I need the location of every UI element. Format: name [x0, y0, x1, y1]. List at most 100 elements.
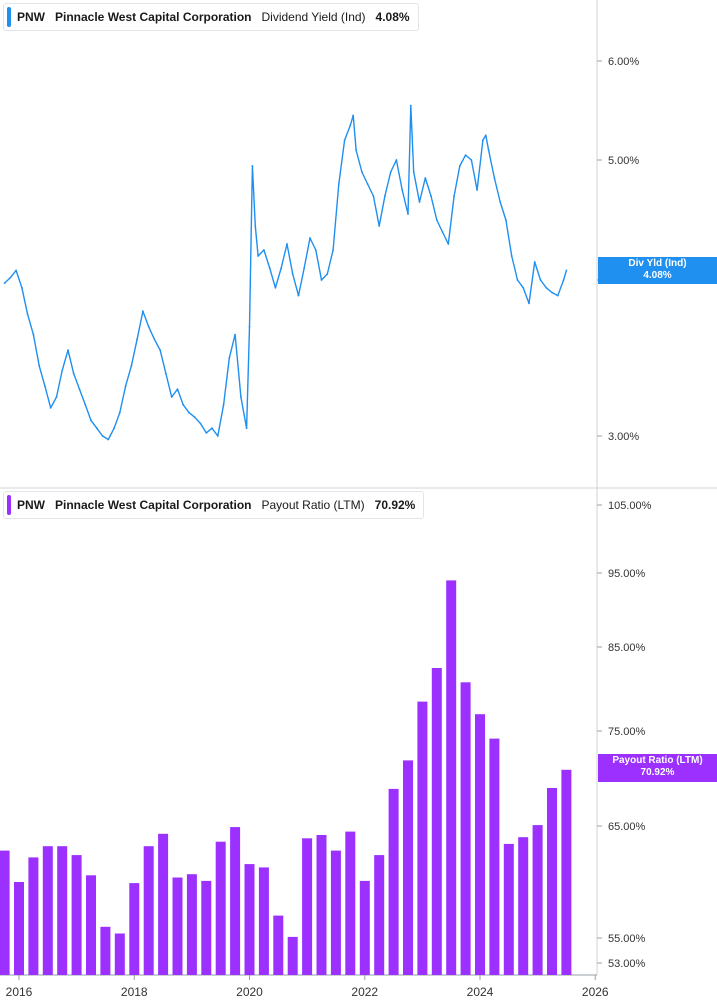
dividend-yield-point	[343, 139, 346, 142]
dividend-yield-point	[3, 282, 6, 284]
y-tick-label: 3.00%	[608, 431, 639, 443]
dividend-yield-point	[263, 249, 265, 251]
dividend-yield-point	[366, 183, 369, 185]
payout-ratio-bar	[503, 843, 514, 975]
top-y-axis: 3.00%4.00%5.00%6.00%	[597, 56, 639, 443]
payout-ratio-bar	[215, 841, 226, 975]
dividend-yield-point	[378, 225, 381, 227]
flag-label: Div Yld (Ind)	[628, 258, 687, 269]
payout-ratio-bar	[71, 855, 82, 975]
dividend-yield-point	[61, 369, 64, 372]
dividend-yield-point	[565, 269, 568, 272]
dividend-yield-point	[499, 201, 502, 203]
payout-ratio-bar	[114, 933, 125, 975]
dividend-yield-point	[430, 195, 432, 197]
dividend-yield-point	[72, 372, 75, 375]
dividend-yield-point	[355, 149, 357, 152]
x-tick-label: 2020	[236, 985, 263, 999]
payout-ratio-bar	[489, 738, 500, 975]
dividend-yield-point	[551, 291, 553, 294]
dividend-yield-point	[314, 249, 317, 251]
flag-value: 4.08%	[643, 270, 672, 281]
flag-value: 70.92%	[640, 767, 675, 778]
dividend-yield-point	[407, 213, 409, 215]
payout-ratio-flag: Payout Ratio (LTM) 70.92%	[598, 754, 717, 782]
y-tick-label: 65.00%	[608, 821, 646, 833]
legend-swatch-icon	[7, 495, 11, 515]
payout-ratio-bar	[460, 682, 471, 975]
dividend-yield-point	[484, 134, 487, 137]
dividend-yield-point	[182, 403, 185, 406]
payout-ratio-bars	[0, 580, 572, 975]
dividend-yield-point	[556, 294, 559, 297]
dividend-yield-point	[257, 255, 259, 257]
dividend-yield-point	[142, 310, 144, 313]
y-tick-label: 95.00%	[608, 568, 646, 580]
payout-ratio-bar	[129, 883, 140, 975]
dividend-yield-point	[435, 219, 438, 221]
payout-ratio-bar	[561, 769, 572, 975]
payout-ratio-bar	[186, 874, 197, 975]
payout-ratio-bar	[475, 714, 485, 975]
dividend-yield-point	[401, 189, 404, 191]
dividend-yield-point	[234, 333, 237, 336]
dividend-yield-point	[176, 388, 179, 391]
dividend-yield-point	[389, 171, 392, 173]
payout-ratio-bar	[359, 880, 370, 975]
dividend-yield-point	[562, 279, 565, 281]
dividend-yield-point	[136, 338, 139, 341]
dividend-yield-point	[482, 139, 484, 142]
payout-ratio-bar	[403, 760, 413, 975]
dividend-yield-point	[199, 422, 202, 425]
payout-ratio-bar	[86, 875, 96, 975]
legend-swatch-icon	[7, 7, 11, 27]
payout-ratio-bar	[244, 864, 255, 975]
dividend-yield-point	[222, 403, 225, 406]
dividend-yield-point	[522, 286, 525, 289]
legend-metric: Dividend Yield (Ind)	[261, 10, 366, 24]
payout-ratio-bar	[28, 857, 39, 975]
dividend-yield-flag: Div Yld (Ind) 4.08%	[598, 257, 717, 284]
payout-ratio-bar	[417, 701, 428, 975]
dividend-yield-point	[211, 427, 213, 430]
dividend-yield-point	[240, 396, 242, 398]
dividend-yield-point	[424, 177, 427, 179]
dividend-yield-point	[113, 427, 115, 430]
dividend-yield-series	[3, 104, 568, 441]
payout-ratio-bar	[201, 880, 212, 975]
dividend-yield-point	[228, 357, 231, 359]
bottom-y-axis: 53.00% 55.00% 65.00% 75.00% 85.00% 95.00% 105.…	[597, 500, 652, 970]
dividend-yield-point	[84, 403, 87, 406]
payout-ratio-bar	[287, 936, 298, 975]
dividend-yield-point	[464, 154, 467, 157]
dividend-yield-point	[245, 427, 248, 430]
dividend-yield-point	[545, 286, 548, 289]
dividend-yield-point	[170, 396, 173, 398]
dividend-yield-point	[412, 171, 415, 173]
legend-ticker: PNW	[17, 498, 45, 512]
bottom-legend[interactable]: PNW Pinnacle West Capital Corporation Pa…	[3, 491, 425, 519]
payout-ratio-bar	[42, 846, 53, 975]
dividend-yield-point	[320, 279, 323, 281]
dividend-yield-point	[78, 388, 81, 391]
y-tick-label: 105.00%	[608, 500, 652, 512]
y-tick-label: 55.00%	[608, 933, 646, 945]
dividend-yield-point	[44, 385, 46, 387]
dividend-yield-line	[4, 104, 568, 441]
payout-ratio-bar	[57, 846, 68, 975]
dividend-yield-point	[539, 279, 542, 281]
dividend-yield-point	[55, 396, 58, 398]
top-legend[interactable]: PNW Pinnacle West Capital Corporation Di…	[3, 3, 419, 31]
payout-ratio-bar	[0, 850, 10, 975]
flag-label: Payout Ratio (LTM)	[612, 755, 703, 766]
dividend-yield-point	[248, 325, 251, 328]
payout-ratio-bar	[14, 882, 24, 975]
payout-ratio-bar	[446, 580, 457, 975]
y-tick-label: 6.00%	[608, 56, 639, 68]
dividend-yield-point	[9, 276, 12, 279]
payout-ratio-bar	[172, 877, 183, 975]
dividend-yield-point	[107, 438, 110, 441]
dividend-yield-point	[90, 419, 92, 422]
y-tick-label: 75.00%	[608, 726, 646, 738]
dividend-yield-point	[505, 219, 507, 221]
